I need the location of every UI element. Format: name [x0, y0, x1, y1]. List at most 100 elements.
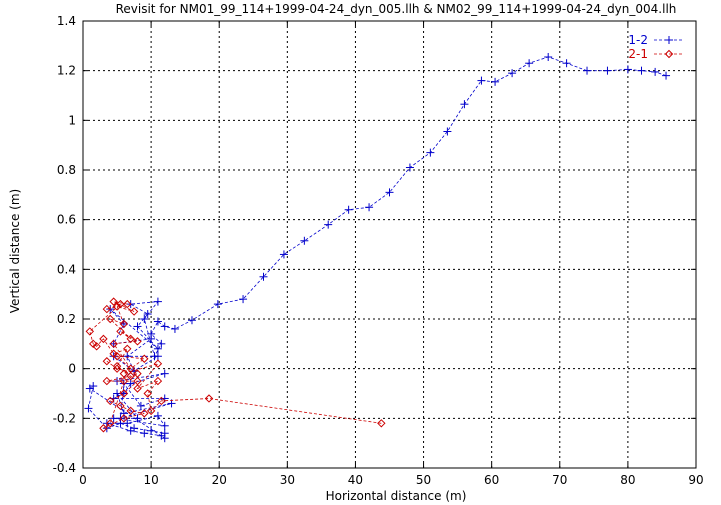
data-point-1-2: [651, 67, 660, 76]
y-tick-label: -0.2: [53, 411, 76, 425]
y-tick-label: 0: [68, 362, 76, 376]
data-point-1-2: [279, 250, 288, 259]
series-1-2: [84, 53, 671, 443]
data-point-2-1: [109, 339, 118, 349]
data-point-1-2: [143, 310, 152, 319]
data-point-1-2: [160, 322, 169, 331]
grid-lines: [83, 21, 696, 468]
y-axis: -0.4 -0.2 0 0.2 0.4 0.6 0.8 1 1.2 1.4: [53, 14, 696, 475]
plot-frame: [82, 20, 697, 469]
data-point-2-1: [153, 376, 163, 386]
data-point-1-2: [508, 69, 517, 78]
legend-marker-2-1: [664, 49, 674, 59]
data-point-2-1: [204, 394, 214, 403]
data-point-1-2: [126, 379, 135, 388]
data-point-1-2: [637, 66, 646, 75]
data-point-1-2: [187, 316, 196, 325]
series-line-1-2: [87, 56, 667, 439]
x-tick-label: 50: [416, 473, 431, 487]
data-point-2-1: [133, 337, 142, 346]
legend: 1-22-1: [628, 33, 684, 61]
data-point-1-2: [460, 100, 469, 109]
data-point-1-2: [300, 236, 309, 245]
data-point-1-2: [147, 334, 156, 343]
data-point-1-2: [84, 404, 93, 413]
data-point-1-2: [160, 421, 169, 430]
data-point-1-2: [259, 272, 268, 281]
data-point-2-1: [119, 389, 129, 398]
x-tick-label: 10: [143, 473, 158, 487]
data-point-2-1: [106, 314, 115, 324]
data-point-2-1: [99, 424, 108, 433]
data-point-2-1: [119, 319, 129, 329]
data-point-2-1: [133, 376, 142, 386]
y-axis-label: Vertical distance (m): [8, 189, 22, 313]
data-point-2-1: [116, 299, 125, 309]
x-tick-label: 90: [688, 473, 703, 487]
data-point-2-1: [106, 419, 115, 428]
x-tick-label: 70: [552, 473, 567, 487]
data-point-1-2: [136, 401, 145, 410]
data-point-1-2: [89, 382, 98, 391]
data-point-2-1: [153, 359, 163, 368]
data-point-2-1: [140, 354, 149, 363]
series-2-1: [85, 297, 386, 433]
data-point-2-1: [123, 299, 132, 309]
data-point-2-1: [119, 414, 129, 423]
data-point-2-1: [146, 406, 156, 416]
data-point-1-2: [160, 429, 169, 438]
data-point-1-2: [133, 322, 142, 331]
data-point-2-1: [92, 342, 101, 351]
data-point-1-2: [385, 188, 394, 197]
data-point-2-1: [106, 396, 115, 406]
data-point-1-2: [119, 389, 128, 398]
data-point-1-2: [426, 148, 435, 157]
x-tick-label: 30: [280, 473, 295, 487]
data-point-2-1: [109, 297, 118, 306]
data-point-2-1: [143, 389, 152, 398]
data-point-1-2: [491, 77, 500, 86]
data-point-1-2: [133, 414, 142, 423]
data-point-1-2: [525, 59, 534, 68]
data-point-2-1: [112, 302, 122, 311]
x-tick-label: 80: [620, 473, 635, 487]
data-point-2-1: [157, 396, 166, 406]
legend-label-1-2: 1-2: [628, 33, 648, 47]
data-point-1-2: [603, 66, 612, 75]
data-point-2-1: [126, 406, 135, 416]
data-point-1-2: [477, 76, 486, 85]
data-point-1-2: [130, 424, 139, 433]
series-line-2-1: [89, 301, 382, 429]
data-point-1-2: [344, 205, 353, 214]
data-point-1-2: [116, 419, 125, 428]
y-tick-label: 0.8: [57, 163, 76, 177]
chart-title: Revisit for NM01_99_114+1999-04-24_dyn_0…: [116, 2, 677, 16]
y-tick-label: 1.2: [57, 64, 76, 78]
data-point-2-1: [133, 384, 142, 393]
data-point-1-2: [153, 352, 162, 361]
data-point-2-1: [133, 369, 142, 378]
data-point-2-1: [140, 409, 149, 418]
x-tick-label: 20: [212, 473, 227, 487]
data-point-2-1: [126, 371, 135, 381]
data-point-1-2: [123, 352, 132, 361]
data-point-1-2: [170, 324, 179, 333]
x-tick-label: 40: [348, 473, 363, 487]
y-tick-label: 1.4: [57, 14, 76, 28]
y-tick-label: 0.6: [57, 213, 76, 227]
data-point-2-1: [126, 334, 135, 344]
x-axis: 0 10 20 30 40 50 60 70 80 90: [79, 21, 704, 487]
data-point-1-2: [157, 339, 166, 348]
data-point-1-2: [140, 315, 149, 323]
data-point-2-1: [112, 364, 122, 373]
data-point-2-1: [123, 344, 132, 354]
y-tick-label: 0.2: [57, 312, 76, 326]
data-point-1-2: [405, 163, 414, 172]
data-point-2-1: [85, 327, 95, 336]
data-point-1-2: [119, 409, 128, 418]
data-point-1-2: [365, 203, 374, 212]
data-point-1-2: [544, 53, 553, 62]
data-point-1-2: [623, 65, 632, 74]
data-point-2-1: [99, 334, 108, 344]
